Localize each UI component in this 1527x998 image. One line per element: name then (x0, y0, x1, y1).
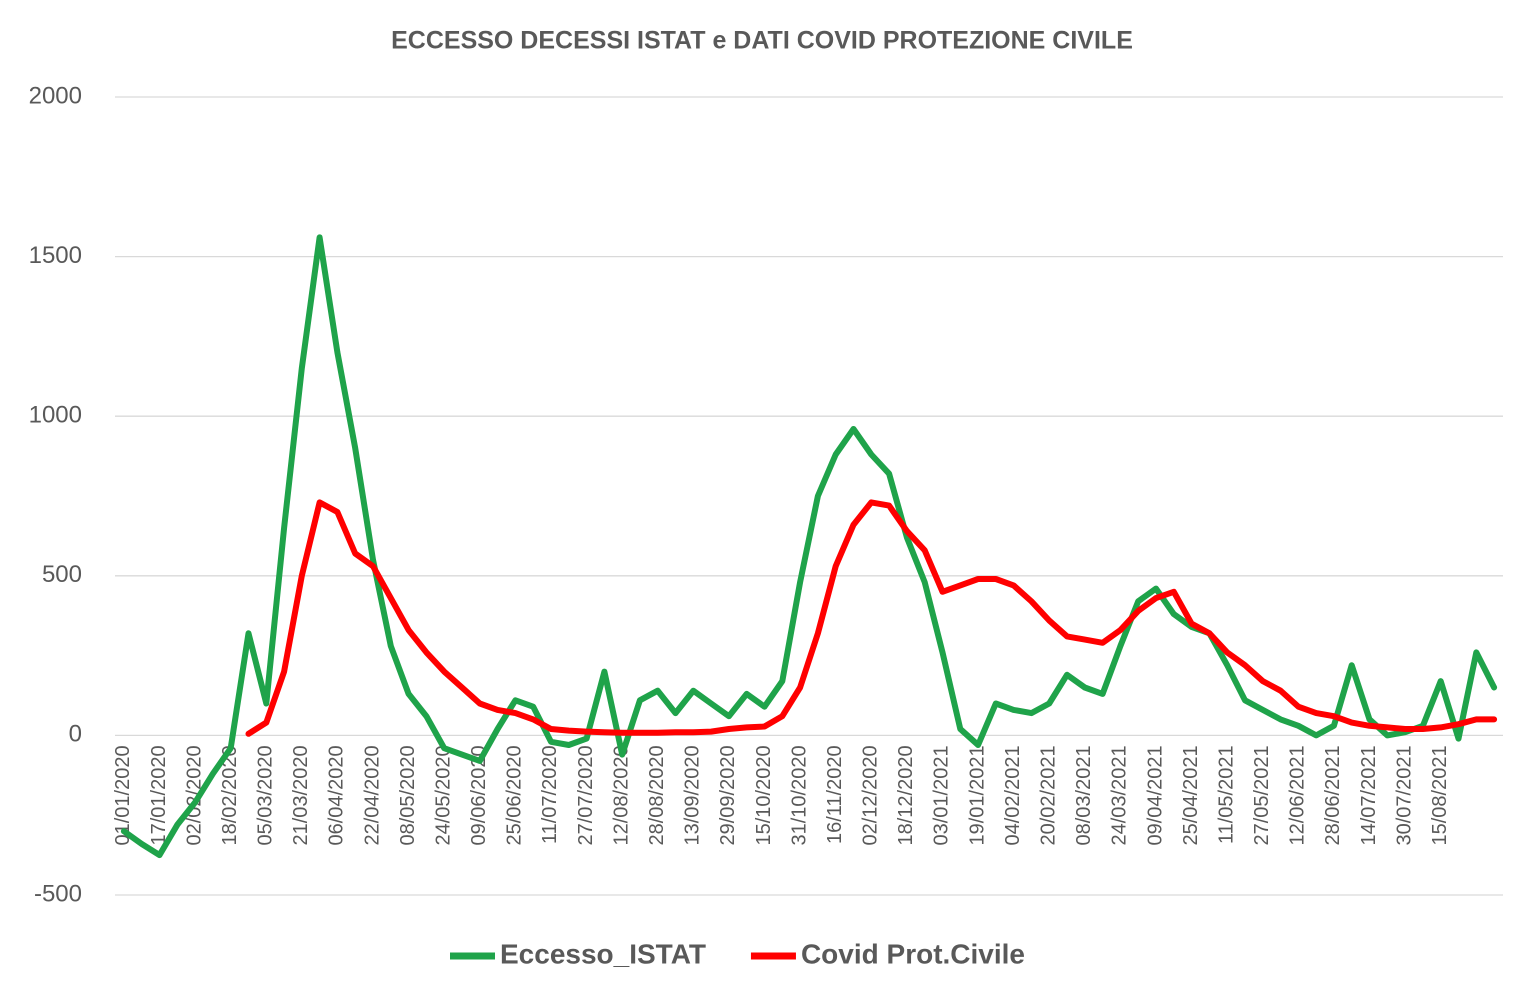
x-tick-label: 02/02/2020 (183, 745, 205, 845)
x-tick-label: 05/03/2020 (255, 745, 277, 845)
chart-title: ECCESSO DECESSI ISTAT e DATI COVID PROTE… (391, 27, 1133, 55)
x-tick-label: 15/08/2021 (1429, 745, 1451, 845)
x-tick-label: 24/05/2020 (432, 745, 454, 845)
x-tick-label: 27/07/2020 (575, 745, 597, 845)
x-tick-label: 19/01/2021 (966, 745, 988, 845)
x-tick-label: 04/02/2021 (1002, 745, 1024, 845)
x-tick-label: 09/06/2020 (468, 745, 490, 845)
x-tick-label: 18/02/2020 (219, 745, 241, 845)
x-tick-label: 27/05/2021 (1251, 745, 1273, 845)
y-tick-label: 2000 (29, 82, 82, 109)
data-line (120, 234, 1498, 859)
x-tick-label: 15/10/2020 (753, 745, 775, 845)
y-tick-label: 500 (42, 561, 82, 588)
x-tick-label: 06/04/2020 (326, 745, 348, 845)
x-tick-label: 08/05/2020 (397, 745, 419, 845)
x-tick-label: 29/09/2020 (717, 745, 739, 845)
y-tick-label: 0 (69, 721, 82, 748)
x-tick-label: 11/05/2021 (1215, 745, 1237, 844)
legend-label: Covid Prot.Civile (801, 938, 1025, 969)
x-tick-label: 13/09/2020 (682, 745, 704, 845)
x-tick-label: 12/06/2021 (1287, 745, 1309, 845)
x-tick-label: 28/06/2021 (1322, 745, 1344, 845)
x-tick-label: 22/04/2020 (361, 745, 383, 845)
x-tick-label: 09/04/2021 (1144, 745, 1166, 845)
x-tick-label: 28/08/2020 (646, 745, 668, 845)
y-tick-label: 1000 (29, 402, 82, 429)
x-tick-label: 18/12/2020 (895, 745, 917, 845)
x-tick-label: 30/07/2021 (1393, 745, 1415, 845)
x-tick-label: 08/03/2021 (1073, 745, 1095, 845)
y-tick-label: -500 (34, 880, 82, 907)
x-tick-label: 01/01/2020 (112, 745, 134, 845)
x-tick-label: 17/01/2020 (148, 745, 170, 845)
x-tick-label: 24/03/2021 (1109, 745, 1131, 845)
x-tick-label: 25/04/2021 (1180, 745, 1202, 845)
legend-label: Eccesso_ISTAT (500, 938, 706, 969)
x-tick-label: 16/11/2020 (824, 745, 846, 844)
x-tick-label: 31/10/2020 (788, 745, 810, 845)
data-line (245, 499, 1498, 737)
x-tick-label: 02/12/2020 (860, 745, 882, 845)
x-tick-label: 25/06/2020 (504, 745, 526, 845)
x-tick-label: 21/03/2020 (290, 745, 312, 845)
y-tick-label: 1500 (29, 242, 82, 269)
x-tick-label: 20/02/2021 (1038, 745, 1060, 845)
x-tick-label: 12/08/2020 (610, 745, 632, 845)
x-tick-label: 11/07/2020 (539, 745, 561, 844)
x-tick-label: 03/01/2021 (931, 745, 953, 845)
x-tick-label: 14/07/2021 (1358, 745, 1380, 845)
